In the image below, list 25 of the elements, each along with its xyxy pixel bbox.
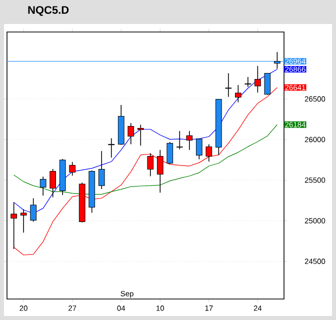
candlestick [40,176,46,196]
candlestick [176,130,183,150]
candlestick [30,198,37,222]
line-series [14,124,278,195]
candlestick [108,138,115,158]
candlestick [234,84,242,103]
candlestick [186,130,193,150]
candlestick [20,208,27,234]
candlestick [244,76,252,88]
candlestick [137,124,144,146]
candlestick [254,66,261,94]
candlestick [206,144,212,162]
line-series [14,87,278,256]
candlestick [274,52,280,70]
candlestick [166,142,174,164]
candlestick [147,152,154,177]
candlestick [156,150,164,194]
candlestick [50,168,56,198]
candlestick [128,122,134,145]
candlestick [264,72,271,96]
candlestick [225,72,232,98]
candlestick [196,138,202,160]
chart-title: NQC5.D [28,6,69,16]
candlestick [69,162,76,176]
candlestick [98,150,105,190]
